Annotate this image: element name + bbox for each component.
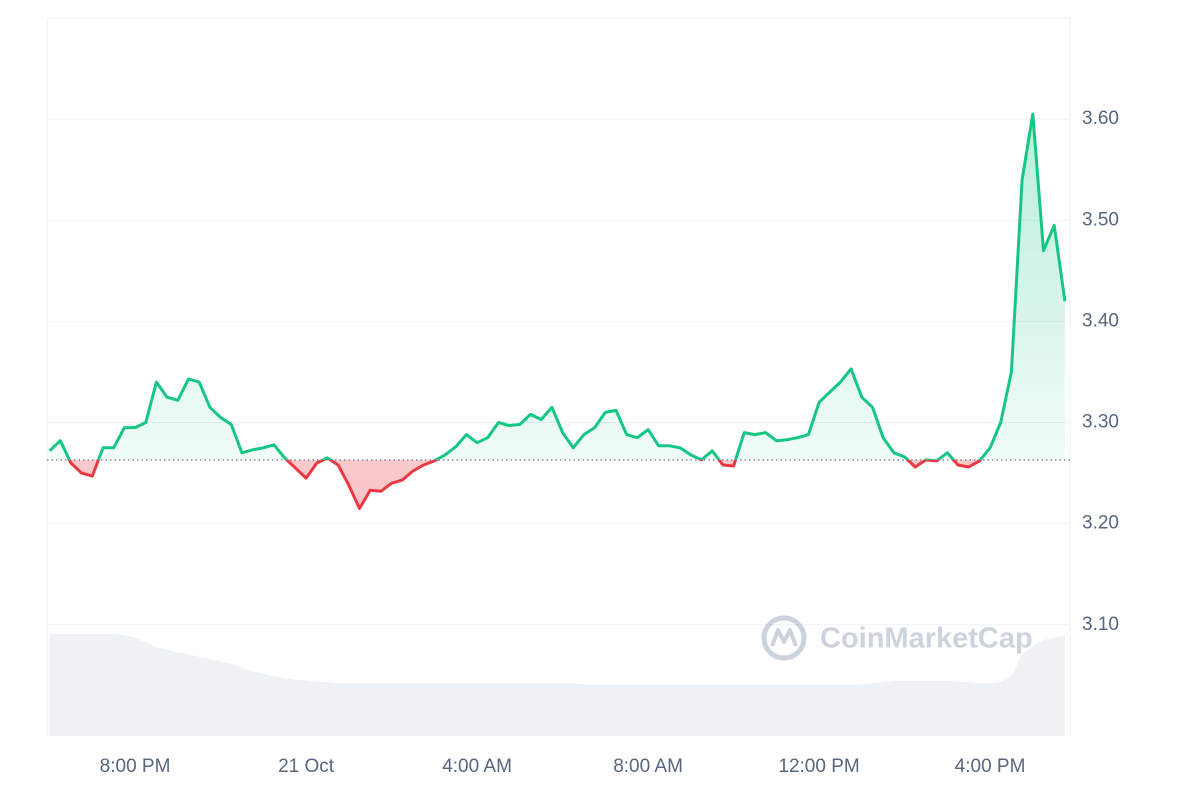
- x-tick-label: 4:00 AM: [442, 756, 512, 777]
- watermark-text: CoinMarketCap: [820, 623, 1033, 655]
- y-tick-label: 3.60: [1082, 108, 1119, 129]
- x-tick-label: 8:00 AM: [613, 756, 683, 777]
- y-tick-label: 3.40: [1082, 310, 1119, 331]
- area-up: [49, 114, 1065, 460]
- y-tick-label: 3.20: [1082, 513, 1119, 534]
- axis-layer: 3.10 3.20 3.30 3.40 3.50 3.60 8:00 PM 21 Oct 4:0…: [100, 108, 1119, 777]
- x-tick-label: 4:00 PM: [955, 756, 1026, 777]
- watermark: CoinMarketCap: [761, 615, 1033, 661]
- x-tick-label: 12:00 PM: [778, 756, 859, 777]
- y-tick-label: 3.10: [1082, 614, 1119, 635]
- price-line-up: [48, 112, 1067, 460]
- y-tick-label: 3.50: [1082, 209, 1119, 230]
- volume-layer: [49, 634, 1065, 736]
- data-layer: [47, 112, 1070, 510]
- x-tick-label: 21 Oct: [278, 756, 335, 777]
- volume-area: [49, 634, 1065, 736]
- area-down: [49, 459, 1065, 509]
- grid-layer: [47, 118, 1070, 626]
- y-tick-label: 3.30: [1082, 412, 1119, 433]
- x-tick-label: 8:00 PM: [100, 756, 171, 777]
